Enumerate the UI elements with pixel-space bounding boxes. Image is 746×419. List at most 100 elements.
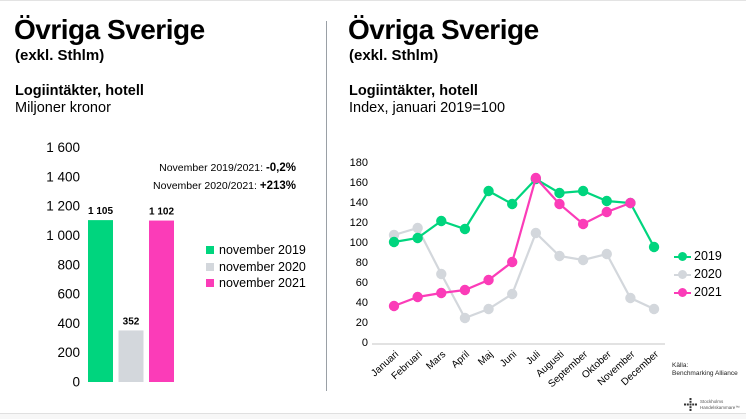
point-2019-februari [412, 232, 423, 244]
brand-logo: Stockholms Handelskammare™ [684, 398, 740, 411]
bar-ytick: 400 [57, 316, 80, 331]
point-2020-juli [530, 227, 542, 239]
line-chart-legend: 2019 2020 2021 [674, 247, 722, 301]
line-ytick: 180 [350, 157, 368, 169]
legend-line-green [674, 251, 691, 261]
legend-line-gray [674, 269, 691, 279]
point-2021-oktober [601, 206, 612, 218]
left-panel-header: Övriga Sverige (exkl. Sthlm) Logiintäkte… [14, 15, 314, 117]
point-2021-juli [530, 172, 542, 184]
point-2019-september [577, 185, 589, 197]
bar-value-label: 1 105 [88, 206, 113, 217]
series-line-2021 [393, 175, 631, 308]
xtick-april: April [450, 349, 472, 371]
line-ytick: 80 [356, 257, 368, 269]
legend-label: november 2019 [219, 243, 306, 258]
point-2019-oktober [601, 195, 612, 207]
point-2020-juni [507, 288, 518, 300]
legend-item-2019: 2019 [674, 247, 722, 265]
left-chart-unit: Miljoner kronor [15, 100, 111, 116]
right-panel-header: Övriga Sverige (exkl. Sthlm) Logiintäkte… [348, 15, 648, 117]
source-note: Källa: Benchmarking Alliance [672, 362, 738, 378]
series-line-2020 [393, 226, 655, 320]
bar-ytick: 1 000 [46, 228, 80, 243]
point-2021-juni [507, 256, 518, 268]
point-2020-maj [483, 303, 494, 315]
legend-line-pink [674, 287, 691, 297]
point-2021-april [459, 284, 471, 296]
line-ytick: 0 [362, 337, 368, 349]
legend-item-november-2019: november 2019 [206, 242, 306, 259]
line-ytick: 160 [350, 177, 368, 189]
point-2019-augusti [554, 187, 565, 199]
right-page-subtitle: (exkl. Sthlm) [349, 47, 439, 64]
bar-value-label: 1 102 [149, 207, 174, 218]
legend-label: november 2020 [219, 259, 306, 274]
point-2019-maj [483, 185, 494, 197]
legend-swatch-pink [206, 279, 214, 288]
point-2021-januari [388, 300, 400, 312]
bar-ytick: 0 [72, 375, 80, 390]
bar-chart-annotations: November 2019/2021: -0,2% November 2020/… [148, 162, 296, 198]
legend-label: 2021 [694, 285, 722, 299]
source-label: Källa: [672, 362, 689, 369]
legend-item-2020: 2020 [674, 265, 722, 283]
point-2020-mars [436, 268, 447, 280]
brand-line1: Stockholms [700, 399, 724, 404]
legend-label: 2020 [694, 267, 722, 281]
bar-ytick: 1 200 [46, 199, 80, 214]
point-2020-februari [412, 222, 423, 234]
legend-item-november-2021: november 2021 [206, 275, 306, 292]
point-2020-december [648, 303, 660, 315]
point-2021-september [577, 218, 589, 230]
bar-ytick: 800 [57, 257, 80, 272]
source-name: Benchmarking Alliance [672, 370, 738, 377]
brand-line2: Handelskammare™ [700, 404, 740, 410]
line-ytick: 120 [350, 217, 368, 229]
line-ytick: 140 [350, 197, 368, 209]
point-2021-februari [412, 291, 423, 303]
line-ytick: 40 [356, 297, 368, 309]
bar-november-2019 [88, 220, 113, 382]
bar-ytick: 1 600 [46, 141, 80, 155]
point-2020-april [459, 312, 471, 324]
legend-item-november-2020: november 2020 [206, 259, 306, 276]
legend-item-2021: 2021 [674, 283, 722, 301]
point-2020-oktober [601, 248, 612, 260]
bar-chart-legend: november 2019 november 2020 november 202… [206, 242, 306, 292]
left-page-subtitle: (exkl. Sthlm) [15, 47, 105, 64]
point-2020-november [625, 292, 636, 304]
bar-november-2021 [149, 220, 174, 382]
bar-value-label: 352 [123, 316, 140, 327]
right-chart-unit: Index, januari 2019=100 [349, 100, 506, 116]
legend-swatch-gray [206, 262, 214, 271]
handelskammare-logo-icon [684, 398, 697, 411]
left-chart-title: Logiintäkter, hotell [15, 83, 144, 99]
bar-ytick: 1 400 [46, 169, 80, 184]
line-ytick: 20 [356, 317, 368, 329]
point-2021-november [625, 197, 636, 209]
point-2019-mars [436, 215, 447, 227]
brand-text: Stockholms Handelskammare™ [700, 399, 740, 410]
point-2019-januari [388, 236, 400, 248]
point-2021-maj [483, 274, 494, 286]
bar-november-2020 [118, 330, 144, 382]
annotation-2020-2021: November 2020/2021: +213% [153, 180, 296, 192]
legend-label: 2019 [694, 249, 722, 263]
xtick-maj: Maj [476, 349, 495, 368]
bar-ytick: 600 [57, 287, 80, 302]
point-2021-augusti [554, 198, 565, 210]
legend-swatch-green [206, 246, 214, 255]
bottom-strip [0, 413, 746, 419]
bar-ytick: 200 [57, 345, 80, 360]
xtick-juli: Juli [524, 349, 543, 367]
right-page-title: Övriga Sverige [348, 14, 539, 45]
point-2019-juni [507, 198, 518, 210]
xtick-mars: Mars [424, 349, 448, 372]
point-2019-april [459, 223, 471, 235]
point-2021-mars [436, 287, 447, 299]
left-page-title: Övriga Sverige [14, 14, 205, 45]
point-2019-december [648, 241, 660, 253]
